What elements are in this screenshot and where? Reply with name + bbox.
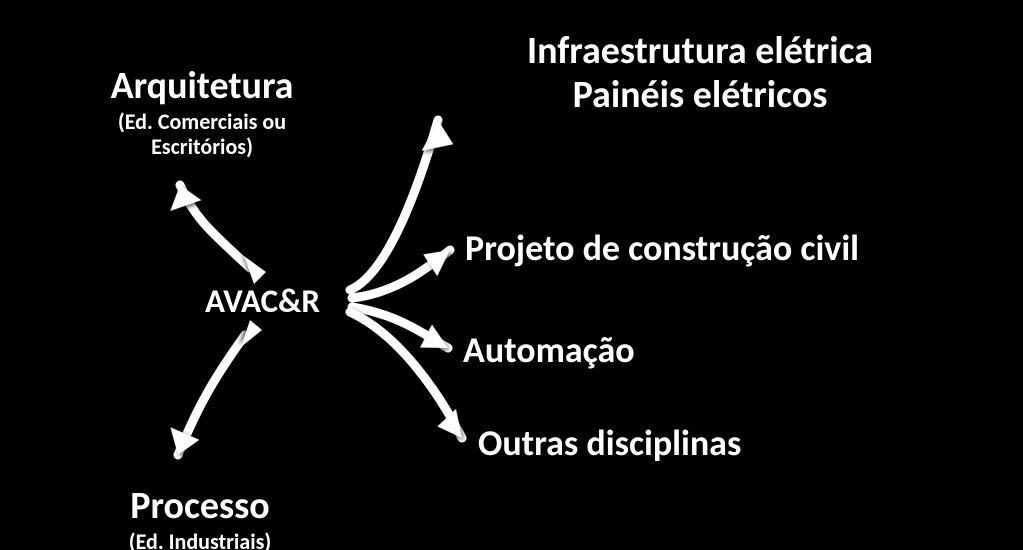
- node-automacao-label: Automação: [463, 328, 635, 372]
- node-center: AVAC&R: [205, 283, 320, 321]
- node-projeto-civil-label: Projeto de construção civil: [465, 226, 859, 270]
- node-center-label: AVAC&R: [205, 281, 320, 321]
- node-outras-label: Outras disciplinas: [478, 421, 741, 465]
- node-processo-title: Processo: [95, 485, 305, 529]
- node-processo-sub: (Ed. Industriais): [95, 529, 305, 550]
- node-outras: Outras disciplinas: [478, 423, 741, 464]
- node-infra-eletrica: Infraestrutura elétrica Painéis elétrico…: [440, 30, 960, 117]
- node-infra-line1: Infraestrutura elétrica: [440, 30, 960, 74]
- node-arquitetura-sub1: (Ed. Comerciais ou: [72, 109, 332, 134]
- node-arquitetura: Arquitetura (Ed. Comerciais ou Escritóri…: [72, 65, 332, 159]
- node-infra-line2: Painéis elétricos: [440, 74, 960, 118]
- node-projeto-civil: Projeto de construção civil: [465, 228, 859, 269]
- node-automacao: Automação: [463, 330, 635, 371]
- node-arquitetura-title: Arquitetura: [72, 65, 332, 109]
- node-processo: Processo (Ed. Industriais): [95, 485, 305, 550]
- node-arquitetura-sub2: Escritórios): [72, 134, 332, 159]
